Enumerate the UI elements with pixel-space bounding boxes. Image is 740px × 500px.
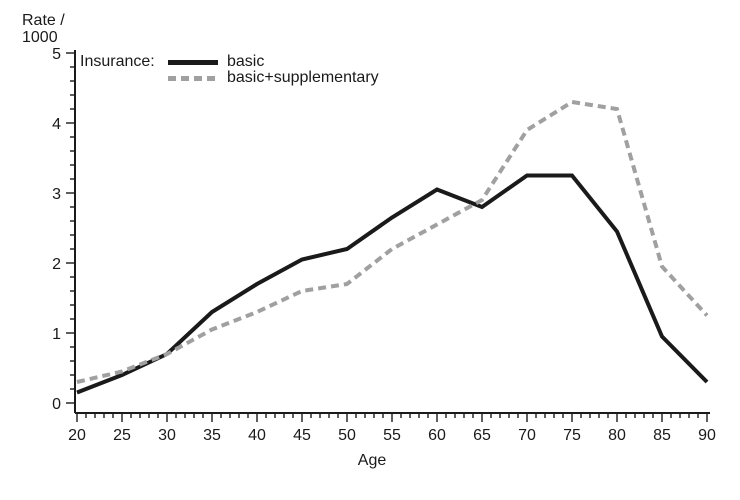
x-axis-title: Age (357, 452, 387, 469)
x-tick-label: 80 (608, 427, 626, 444)
series-line-basic-supplementary (76, 99, 709, 384)
x-tick-label: 30 (158, 427, 176, 444)
x-tick-label: 50 (338, 427, 356, 444)
legend-label-basic: basic (227, 53, 265, 70)
x-tick-label: 60 (428, 427, 446, 444)
legend-title: Insurance: (80, 53, 155, 70)
y-tick-label: 5 (52, 46, 61, 63)
x-tick-label: 65 (473, 427, 491, 444)
y-tick-label: 1 (52, 326, 61, 343)
y-tick-label: 0 (52, 396, 61, 413)
x-tick-label: 85 (653, 427, 671, 444)
solid-line-swatch (168, 60, 218, 65)
y-tick-label: 2 (52, 256, 61, 273)
y-axis-title-line2: 1000 (22, 29, 58, 46)
x-tick-label: 40 (248, 427, 266, 444)
y-axis-title: Rate / 1000 (22, 12, 65, 46)
x-tick-label: 45 (293, 427, 311, 444)
legend-label-basic-supplementary: basic+supplementary (227, 69, 379, 86)
x-tick-label: 25 (113, 427, 131, 444)
x-tick-label: 75 (563, 427, 581, 444)
x-tick-label: 20 (68, 427, 86, 444)
dashed-line-swatch (168, 76, 218, 81)
x-tick-label: 70 (518, 427, 536, 444)
y-tick-label: 3 (52, 186, 61, 203)
x-tick-label: 55 (383, 427, 401, 444)
x-tick-label: 90 (698, 427, 716, 444)
y-tick-label: 4 (52, 116, 61, 133)
x-tick-label: 35 (203, 427, 221, 444)
y-axis-title-line1: Rate / (22, 12, 65, 29)
series-line-basic (76, 173, 709, 395)
